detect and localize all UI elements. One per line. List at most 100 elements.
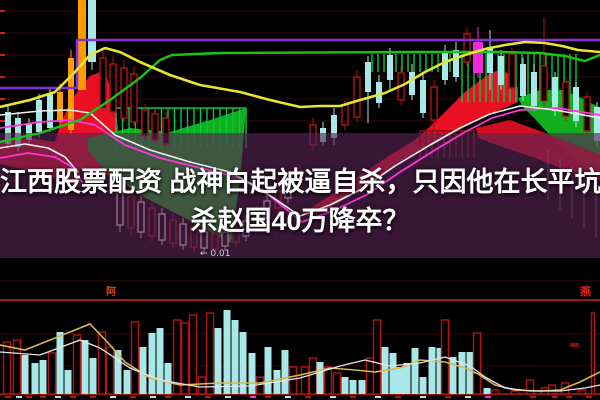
volume-bar bbox=[490, 389, 500, 395]
headline-overlay: 江西股票配资 战神白起被逼自杀，只因他在长平坑 杀赵国40万降卒？ bbox=[0, 163, 600, 241]
candle-body bbox=[442, 52, 448, 80]
volume-bar bbox=[97, 331, 107, 395]
volume-bar bbox=[2, 341, 12, 395]
candle-body bbox=[430, 86, 438, 121]
candle-body bbox=[508, 53, 516, 89]
volume-bar bbox=[105, 346, 115, 395]
volume-bar bbox=[365, 357, 375, 395]
price-low-label: ← 0.01 bbox=[200, 249, 230, 259]
volume-ma-white bbox=[0, 339, 600, 392]
volume-bar bbox=[188, 314, 198, 395]
candle-body bbox=[387, 55, 393, 80]
candle-body bbox=[420, 80, 426, 113]
volume-bar bbox=[308, 357, 318, 395]
candle-body bbox=[99, 57, 107, 109]
candle-body bbox=[463, 33, 471, 63]
volume-bar bbox=[577, 389, 587, 395]
volume-bar bbox=[156, 328, 164, 394]
volume-bar bbox=[281, 350, 289, 394]
volume-bar bbox=[114, 350, 122, 394]
candle-body bbox=[5, 112, 11, 144]
candle-body bbox=[26, 124, 32, 140]
headline-line1: 江西股票配资 战神白起被逼自杀，只因他在长平坑 bbox=[0, 167, 600, 197]
volume-bar bbox=[139, 347, 147, 394]
candle-body bbox=[453, 50, 459, 77]
volume-bar bbox=[590, 312, 596, 395]
volume-bar bbox=[239, 332, 247, 394]
volume-bar bbox=[323, 366, 333, 395]
candle-body bbox=[78, 0, 86, 90]
volume-panel-layer: 阿燕 bbox=[0, 280, 600, 398]
candle-body bbox=[552, 77, 558, 111]
candle-body bbox=[487, 47, 493, 73]
volume-bar bbox=[264, 347, 272, 394]
candle-body bbox=[57, 92, 63, 122]
volume-bar bbox=[341, 377, 349, 394]
volume-bar bbox=[332, 372, 342, 395]
volume-bar bbox=[358, 380, 366, 394]
volume-bar bbox=[89, 358, 97, 394]
headline-tint-band bbox=[0, 133, 600, 258]
candle-body bbox=[15, 118, 21, 147]
candle-body bbox=[562, 81, 570, 117]
candle-body bbox=[341, 104, 349, 126]
candle-body bbox=[594, 107, 600, 141]
candle-body bbox=[120, 67, 128, 119]
volume-bar bbox=[197, 376, 207, 395]
volume-bar bbox=[403, 363, 411, 394]
candle-body bbox=[141, 109, 149, 137]
volume-bar bbox=[510, 390, 520, 395]
volume-bar bbox=[56, 332, 64, 394]
candle-body bbox=[520, 64, 526, 96]
volume-bar bbox=[148, 333, 156, 394]
candle-body bbox=[473, 42, 483, 73]
volume-bar bbox=[231, 320, 239, 394]
volume-bar bbox=[81, 340, 89, 394]
volume-bar bbox=[436, 348, 444, 394]
overlay-tint-layer bbox=[0, 133, 600, 258]
magenta-arc-line bbox=[0, 152, 83, 183]
volume-bar bbox=[396, 367, 404, 394]
volume-bar bbox=[248, 353, 256, 394]
headline-line2: 杀赵国40万降卒？ bbox=[190, 206, 410, 236]
volume-bar bbox=[449, 357, 457, 394]
volume-bar bbox=[123, 370, 131, 394]
volume-bar bbox=[525, 379, 535, 395]
volume-bar bbox=[372, 319, 382, 395]
volume-bar bbox=[458, 352, 466, 394]
magenta-ma-line bbox=[0, 107, 600, 223]
volume-bar bbox=[214, 328, 222, 394]
candle-body bbox=[409, 72, 415, 95]
candle-body bbox=[331, 115, 337, 138]
volume-bar bbox=[349, 380, 357, 394]
candle-body bbox=[68, 58, 74, 130]
volume-bar bbox=[316, 362, 324, 394]
volume-bar bbox=[419, 377, 427, 394]
volume-bar bbox=[172, 319, 182, 395]
candle-body bbox=[365, 62, 371, 92]
volume-bar bbox=[300, 366, 310, 395]
volume-ma-yellow bbox=[0, 323, 600, 392]
axis-label-smudge bbox=[570, 343, 579, 347]
volume-bar bbox=[12, 339, 22, 395]
volume-bar bbox=[47, 352, 57, 395]
volume-bar bbox=[21, 355, 29, 394]
candle-body bbox=[498, 56, 504, 85]
volume-bar bbox=[428, 347, 436, 394]
candle-body bbox=[130, 73, 138, 123]
white-arc-line bbox=[0, 143, 79, 173]
volume-bar bbox=[411, 348, 419, 394]
candle-body bbox=[36, 100, 42, 132]
green-ma-line bbox=[0, 50, 600, 144]
volume-bar bbox=[223, 310, 231, 394]
volume-bar bbox=[483, 388, 491, 394]
red-stamp-right-icon: 燕 bbox=[580, 284, 591, 298]
volume-bar bbox=[64, 370, 72, 394]
candle-body bbox=[88, 0, 96, 62]
purple-level-line bbox=[0, 38, 600, 90]
candle-body bbox=[109, 63, 117, 113]
volume-bar bbox=[130, 321, 140, 395]
candle-body bbox=[531, 72, 537, 106]
